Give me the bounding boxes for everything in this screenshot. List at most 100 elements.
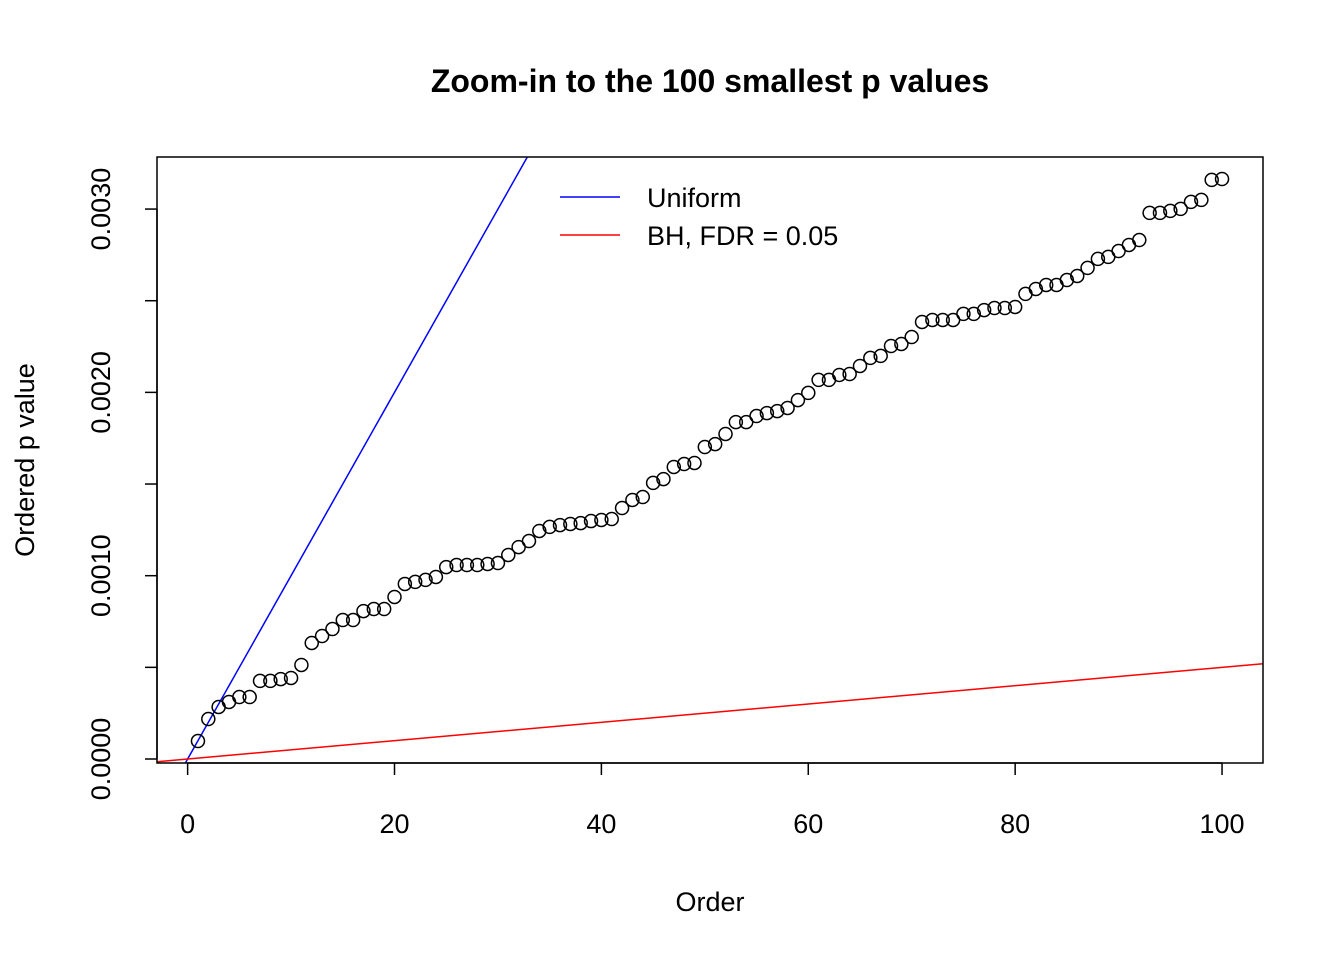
legend-label-uniform: Uniform: [647, 183, 742, 213]
data-point: [480, 556, 495, 572]
data-point: [283, 670, 299, 686]
data-point: [728, 414, 744, 430]
data-point: [1142, 205, 1157, 221]
data-point: [718, 426, 733, 442]
data-point: [1059, 272, 1075, 288]
data-point: [883, 338, 899, 354]
data-point: [801, 385, 816, 401]
data-point: [656, 471, 671, 487]
data-point: [811, 372, 826, 388]
data-point: [552, 517, 568, 533]
data-point: [563, 516, 578, 532]
data-point: [1132, 232, 1147, 248]
data-point: [356, 603, 371, 619]
x-tick-label: 100: [1200, 809, 1245, 839]
data-point: [976, 302, 992, 318]
reference-lines: [157, 157, 1263, 763]
y-tick-label: 0.0020: [86, 351, 116, 434]
data-point: [490, 555, 506, 571]
data-point: [925, 312, 940, 328]
data-point: [418, 572, 433, 588]
data-point: [676, 456, 692, 472]
data-point: [1090, 251, 1106, 267]
x-tick-label: 0: [180, 809, 195, 839]
y-tick-label: 0.0000: [86, 718, 116, 801]
data-point: [1163, 203, 1178, 219]
data-point: [780, 400, 795, 416]
data-point: [583, 513, 599, 529]
data-point: [604, 511, 619, 527]
data-point: [345, 612, 361, 628]
data-point: [304, 635, 319, 651]
y-tick-label: 0.0010: [86, 534, 116, 617]
data-point: [790, 392, 806, 408]
data-point: [666, 459, 682, 475]
data-point: [614, 500, 630, 516]
x-tick-label: 60: [793, 809, 823, 839]
data-point: [366, 601, 382, 617]
data-point: [532, 523, 547, 539]
y-axis: 0.0000 0.0010 0.0020 0.0030: [86, 168, 158, 801]
data-point: [407, 574, 423, 590]
data-point: [190, 733, 206, 749]
data-point: [707, 436, 723, 452]
chart-title: Zoom-in to the 100 smallest p values: [431, 63, 989, 99]
data-point: [1173, 201, 1188, 217]
data-point: [842, 366, 857, 382]
data-point: [697, 439, 713, 455]
data-point: [956, 306, 971, 322]
data-point: [1069, 268, 1085, 284]
data-point: [914, 314, 930, 330]
data-point: [470, 557, 485, 573]
data-point: [769, 403, 785, 419]
data-point: [759, 405, 775, 421]
data-point: [1028, 281, 1044, 297]
data-point: [987, 300, 1002, 316]
data-point: [242, 689, 257, 705]
data-point: [294, 657, 309, 673]
legend: Uniform BH, FDR = 0.05: [560, 183, 838, 251]
data-point: [1080, 260, 1095, 276]
line-bh: [157, 662, 1263, 763]
x-tick-label: 40: [586, 809, 616, 839]
data-point: [1007, 299, 1023, 315]
data-point: [273, 671, 288, 687]
data-point: [625, 492, 640, 508]
x-tick-label: 20: [379, 809, 409, 839]
data-point: [1194, 192, 1209, 208]
data-point: [325, 621, 340, 637]
data-point: [852, 358, 868, 374]
data-point: [438, 559, 454, 575]
line-uniform: [184, 157, 529, 763]
data-point: [521, 533, 537, 549]
data-point: [459, 557, 475, 573]
data-point: [966, 306, 982, 322]
data-point: [387, 589, 402, 605]
data-point: [201, 711, 216, 727]
data-point: [873, 348, 888, 364]
y-tick-label: 0.0030: [86, 168, 116, 251]
legend-label-bh: BH, FDR = 0.05: [647, 221, 838, 251]
data-point: [635, 489, 651, 505]
data-point: [314, 628, 330, 644]
data-point: [232, 689, 247, 705]
data-point: [832, 367, 847, 383]
data-point: [1214, 171, 1230, 187]
data-point: [542, 519, 557, 535]
x-tick-label: 80: [1000, 809, 1030, 839]
x-axis: 0 20 40 60 80 100: [180, 762, 1245, 839]
data-point: [687, 455, 702, 471]
data-point: [904, 329, 919, 345]
data-points: [190, 171, 1230, 749]
data-point: [428, 569, 444, 585]
y-axis-label: Ordered p value: [10, 363, 40, 557]
data-point: [997, 300, 1013, 316]
data-point: [573, 515, 588, 531]
data-point: [1038, 277, 1054, 293]
data-point: [1204, 172, 1219, 188]
data-point: [252, 673, 268, 689]
x-axis-label: Order: [675, 887, 744, 917]
data-point: [1152, 205, 1168, 221]
data-point: [449, 557, 464, 573]
data-point: [335, 612, 351, 628]
